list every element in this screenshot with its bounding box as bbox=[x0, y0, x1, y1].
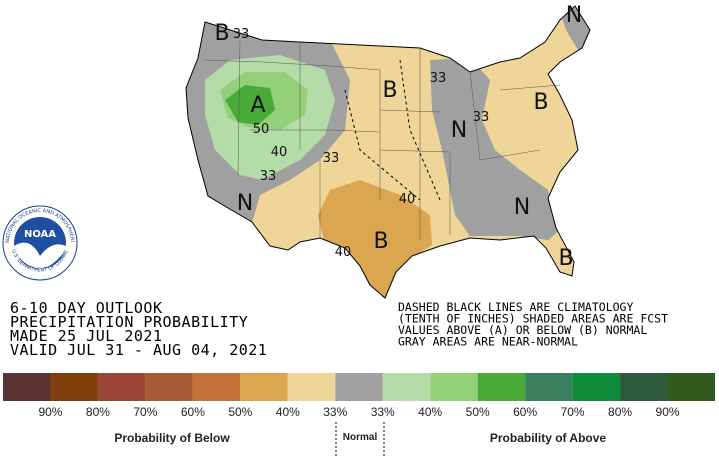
legend-swatch bbox=[667, 373, 715, 401]
note-line: VALUES ABOVE (A) OR BELOW (B) NORMAL bbox=[398, 323, 647, 337]
map-label: 40 bbox=[399, 192, 416, 207]
legend-label: 50% bbox=[228, 405, 252, 419]
map-notes: DASHED BLACK LINES ARE CLIMATOLOGY(TENTH… bbox=[398, 300, 668, 349]
legend-label: 80% bbox=[608, 405, 632, 419]
map-label: 40 bbox=[271, 145, 288, 160]
map-label: N bbox=[237, 191, 253, 216]
note-line: DASHED BLACK LINES ARE CLIMATOLOGY bbox=[398, 300, 633, 314]
map-label: A bbox=[250, 93, 265, 118]
noaa-logo: NATIONAL OCEANIC AND ATMOSPHERIC ADMINIS… bbox=[0, 0, 78, 281]
map-label: B bbox=[373, 229, 388, 254]
legend-swatch bbox=[287, 373, 336, 401]
legend-label: 60% bbox=[181, 405, 205, 419]
map-label: B bbox=[558, 246, 573, 271]
us-outline bbox=[185, 5, 591, 299]
legend-below-title: Probability of Below bbox=[114, 431, 230, 445]
state-lines bbox=[204, 39, 561, 240]
near-normal-east bbox=[430, 58, 560, 240]
map-label: N bbox=[514, 195, 530, 220]
map-label: 50 bbox=[253, 122, 270, 137]
legend-swatch bbox=[430, 373, 478, 401]
legend-label: 40% bbox=[418, 405, 442, 419]
logo-name: NOAA bbox=[24, 229, 56, 240]
legend-label: 50% bbox=[466, 405, 490, 419]
legend-label: 40% bbox=[276, 405, 300, 419]
legend-label: 70% bbox=[133, 405, 157, 419]
legend-swatch bbox=[477, 373, 526, 401]
note-line: (TENTH OF INCHES) SHADED AREAS ARE FCST bbox=[398, 312, 668, 326]
note-line: GRAY AREAS ARE NEAR-NORMAL bbox=[398, 335, 578, 349]
climatology-lines bbox=[344, 59, 441, 201]
legend-swatch bbox=[572, 373, 621, 401]
map-label: 33 bbox=[323, 151, 340, 166]
below-40 bbox=[318, 180, 432, 298]
legend-label: 33% bbox=[371, 405, 395, 419]
map-label: 40 bbox=[335, 245, 352, 260]
title-line: PRECIPITATION PROBABILITY bbox=[10, 313, 248, 331]
legend-label: 90% bbox=[656, 405, 680, 419]
legend-label: 33% bbox=[323, 405, 347, 419]
legend-swatch bbox=[97, 373, 146, 401]
legend-label: 90% bbox=[38, 405, 62, 419]
title-line: 6-10 DAY OUTLOOK bbox=[10, 299, 163, 317]
map-label: B bbox=[533, 90, 548, 115]
title-line: MADE 25 JUL 2021 bbox=[10, 327, 163, 345]
above-60 bbox=[225, 85, 275, 125]
legend-label: 60% bbox=[513, 405, 537, 419]
legend-label: 70% bbox=[561, 405, 585, 419]
map-label: B bbox=[214, 21, 229, 46]
legend-swatch bbox=[620, 373, 668, 401]
legend-above-title: Probability of Above bbox=[490, 431, 607, 445]
legend-label: 80% bbox=[86, 405, 110, 419]
legend-swatch bbox=[50, 373, 98, 401]
legend-swatch bbox=[240, 373, 288, 401]
map-label: 33 bbox=[260, 169, 277, 184]
legend-normal-title: Normal bbox=[343, 432, 378, 443]
legend: Probability of Below Normal Probability … bbox=[3, 373, 715, 456]
map-label: N bbox=[451, 118, 467, 143]
title-line: VALID JUL 31 - AUG 04, 2021 bbox=[10, 341, 267, 359]
map-label: B bbox=[382, 78, 397, 103]
legend-swatch bbox=[525, 373, 573, 401]
legend-swatch bbox=[3, 373, 51, 401]
legend-swatch bbox=[382, 373, 431, 401]
map-label: 33 bbox=[233, 27, 250, 42]
legend-swatch bbox=[145, 373, 193, 401]
map-label: N bbox=[566, 3, 582, 28]
legend-swatch bbox=[192, 373, 241, 401]
logo-gull bbox=[14, 242, 66, 269]
legend-swatch bbox=[335, 373, 383, 401]
map-label: 33 bbox=[430, 71, 447, 86]
map-label: 33 bbox=[473, 110, 490, 125]
